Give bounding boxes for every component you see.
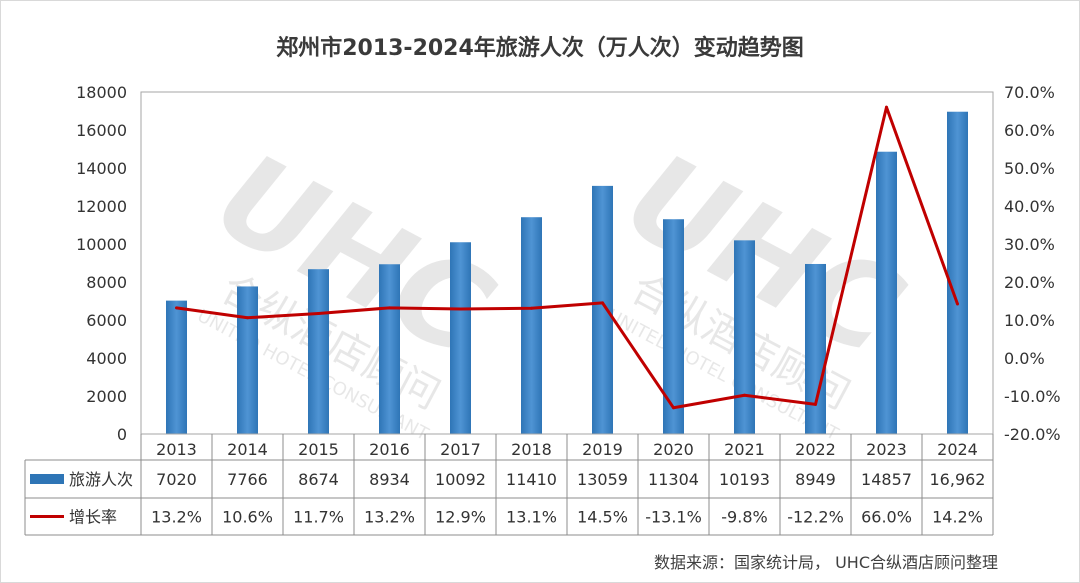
table-cell-visitors: 13059 [577, 470, 628, 489]
y-right-tick-label: 30.0% [1004, 235, 1055, 254]
y-right-tick-label: -10.0% [1004, 387, 1061, 406]
y-left-tick-label: 16000 [76, 121, 127, 140]
line-series [175, 105, 959, 410]
axes: 0 2000 4000 6000 8000 10000 12000 14000 16000 180… [76, 83, 1061, 444]
y-left-tick-label: 8000 [86, 273, 127, 292]
table-cell-visitors: 7020 [156, 470, 197, 489]
y-left-tick-label: 12000 [76, 197, 127, 216]
y-right-tick-label: 50.0% [1004, 159, 1055, 178]
table-cell-visitors: 8674 [298, 470, 339, 489]
x-tick-label: 2021 [724, 440, 765, 459]
table-cell-visitors: 8949 [795, 470, 836, 489]
table-cell-growth: 14.2% [932, 508, 983, 527]
table-cell-growth: 66.0% [861, 508, 912, 527]
bar-2021 [734, 240, 755, 434]
x-tick-label: 2013 [156, 440, 197, 459]
table-cell-growth: 13.2% [151, 508, 202, 527]
table-cell-growth: 12.9% [435, 508, 486, 527]
table-cell-growth: 13.2% [364, 508, 415, 527]
y-right-tick-label: 10.0% [1004, 311, 1055, 330]
bar-2013 [166, 300, 187, 434]
x-tick-label: 2023 [866, 440, 907, 459]
x-tick-label: 2017 [440, 440, 481, 459]
y-left-tick-label: 0 [117, 425, 127, 444]
line-point-2018 [530, 306, 533, 310]
y-right-tick-label: 70.0% [1004, 83, 1055, 102]
line-point-2015 [317, 312, 320, 316]
table-cell-visitors: 7766 [227, 470, 268, 489]
y-left-tick-label: 10000 [76, 235, 127, 254]
table-cell-growth: 10.6% [222, 508, 273, 527]
line-point-2021 [743, 393, 746, 397]
bar-2019 [592, 185, 613, 434]
y-right-tick-label: 0.0% [1004, 349, 1045, 368]
line-point-2023 [885, 105, 888, 109]
y-left-tick-label: 2000 [86, 387, 127, 406]
bar-2017 [450, 242, 471, 434]
legend-key-bar [30, 474, 64, 484]
bar-2015 [308, 269, 329, 434]
line-point-2017 [459, 307, 462, 311]
table-cell-growth: 14.5% [577, 508, 628, 527]
x-tick-label: 2015 [298, 440, 339, 459]
table-cell-visitors: 16,962 [930, 470, 986, 489]
chart-title: 郑州市2013-2024年旅游人次（万人次）变动趋势图 [276, 36, 804, 61]
source-note: 数据来源：国家统计局， UHC合纵酒店顾问整理 [653, 553, 998, 572]
line-point-2019 [601, 301, 604, 305]
line-point-2024 [956, 302, 959, 306]
table-cell-growth: -12.2% [787, 508, 844, 527]
growth-rate-line [176, 105, 959, 410]
bar-2018 [521, 217, 542, 434]
x-tick-label: 2020 [653, 440, 694, 459]
table-cell-visitors: 8934 [369, 470, 410, 489]
line-point-2013 [175, 306, 178, 310]
table-cell-visitors: 14857 [861, 470, 912, 489]
table-cell-growth: 11.7% [293, 508, 344, 527]
bar-2016 [379, 264, 400, 434]
x-tick-label: 2014 [227, 440, 268, 459]
bar-2023 [876, 151, 897, 435]
line-point-2016 [388, 306, 391, 310]
table-cell-visitors: 10193 [719, 470, 770, 489]
table-cell-visitors: 11410 [506, 470, 557, 489]
y-left-tick-label: 6000 [86, 311, 127, 330]
x-tick-label: 2022 [795, 440, 836, 459]
y-right-tick-label: 40.0% [1004, 197, 1055, 216]
bar-2022 [805, 263, 826, 434]
y-right-tick-label: 60.0% [1004, 121, 1055, 140]
legend-label-bar: 旅游人次 [69, 470, 133, 489]
y-right-tick-label: -20.0% [1004, 425, 1061, 444]
data-table: 2013 2014 2015 2016 2017 2018 2019 2020 2021 2022… [24, 434, 994, 536]
table-cell-growth: -9.8% [721, 508, 767, 527]
legend-label-line: 增长率 [69, 508, 117, 527]
y-right-tick-label: 20.0% [1004, 273, 1055, 292]
y-left-tick-label: 14000 [76, 159, 127, 178]
line-point-2020 [672, 406, 675, 410]
bar-2020 [663, 219, 684, 434]
table-cell-visitors: 11304 [648, 470, 699, 489]
table-cell-visitors: 10092 [435, 470, 486, 489]
x-tick-label: 2016 [369, 440, 410, 459]
bar-2014 [237, 286, 258, 434]
line-point-2022 [814, 402, 817, 406]
y-left-tick-label: 4000 [86, 349, 127, 368]
y-left-tick-label: 18000 [76, 83, 127, 102]
x-tick-label: 2019 [582, 440, 623, 459]
table-cell-growth: 13.1% [506, 508, 557, 527]
table-cell-growth: -13.1% [645, 508, 702, 527]
x-tick-label: 2018 [511, 440, 552, 459]
x-tick-label: 2024 [937, 440, 978, 459]
line-point-2014 [246, 316, 249, 320]
bar-series [166, 111, 968, 435]
bar-2024 [947, 111, 968, 435]
